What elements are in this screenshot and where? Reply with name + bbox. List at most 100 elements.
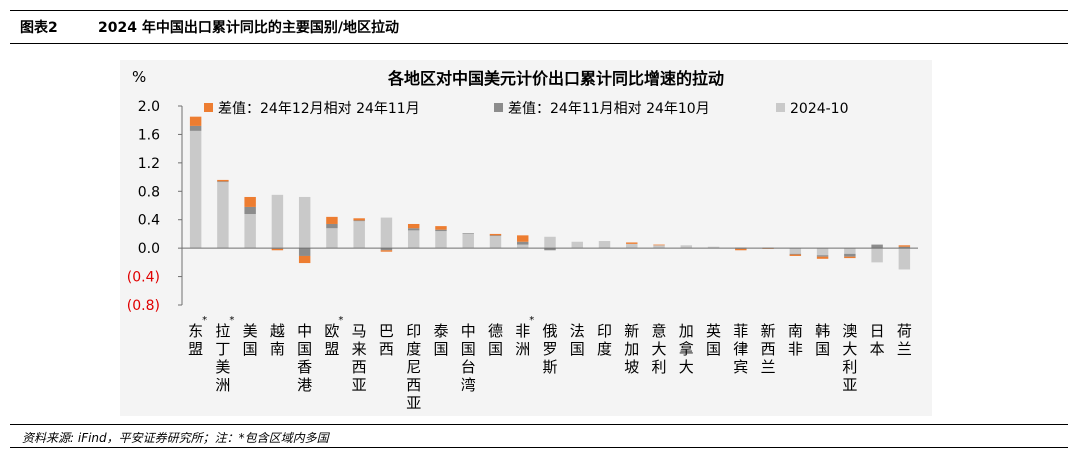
bar-segment-dec_vs_nov [653, 244, 665, 246]
bar-segment-nov_vs_oct [244, 206, 256, 215]
x-tick-label: 拉丁美洲* [215, 315, 234, 394]
bar-segment-oct_2024 [244, 214, 256, 249]
bar-segment-oct_2024 [271, 194, 284, 249]
bar-segment-dec_vs_nov [380, 250, 393, 252]
x-tick-label: 英国 [706, 322, 721, 358]
bar-segment-nov_vs_oct [298, 248, 311, 256]
x-tick-label: 南非 [788, 322, 803, 358]
figure-title: 2024 年中国出口累计同比的主要国别/地区拉动 [98, 20, 399, 36]
source-note: 资料来源: iFind，平安证券研究所；注：*包含区域内多国 [22, 431, 329, 445]
x-tick-label: 欧盟* [324, 315, 343, 358]
bar-segment-nov_vs_oct [816, 255, 829, 257]
bar-segment-oct_2024 [571, 241, 583, 249]
y-tick-label: 0.0 [138, 241, 160, 257]
x-tick-label: 菲律宾 [733, 322, 748, 376]
bar-segment-nov_vs_oct [380, 248, 393, 251]
bar-segment-nov_vs_oct [844, 253, 856, 257]
bar-segment-dec_vs_nov [189, 116, 202, 126]
legend-label-dec_vs_nov: 差值：24年12月相对 24年11月 [218, 101, 420, 117]
bar-segment-nov_vs_oct [462, 233, 474, 234]
axes: 2.0 1.6 1.2 0.8 0.4 0.0 (0.4) (0.8) [127, 99, 918, 314]
bar-segment-oct_2024 [326, 228, 338, 249]
bar-segment-oct_2024 [298, 196, 311, 249]
bar-segment-dec_vs_nov [626, 242, 638, 244]
x-tick-label: 非洲* [515, 315, 534, 358]
bar-segment-oct_2024 [462, 233, 474, 249]
bar-segment-dec_vs_nov [326, 216, 338, 224]
bar-segment-dec_vs_nov [217, 179, 229, 182]
legend-swatch-nov_vs_oct [494, 103, 503, 112]
x-tick-label: 东盟* [188, 315, 207, 358]
bar-segment-nov_vs_oct [407, 228, 420, 231]
bar-segment-dec_vs_nov [898, 245, 911, 247]
bar-segment-nov_vs_oct [871, 244, 883, 249]
x-tick-label: 中国台湾 [461, 322, 476, 394]
x-tick-label: 德国 [488, 322, 503, 358]
bar-segment-dec_vs_nov [789, 254, 802, 256]
legend-label-nov_vs_oct: 差值：24年11月相对 24年10月 [508, 101, 710, 117]
bar-segment-nov_vs_oct [353, 220, 365, 222]
bar-segment-dec_vs_nov [517, 235, 529, 242]
legend-label-oct_2024: 2024-10 [790, 101, 849, 117]
bar-segment-nov_vs_oct [326, 223, 338, 229]
bar-segment-nov_vs_oct [489, 235, 502, 237]
bar-segment-oct_2024 [544, 236, 556, 249]
y-tick-label: 0.8 [138, 184, 160, 200]
y-tick-label: 0.4 [138, 213, 160, 229]
bar-segment-dec_vs_nov [244, 196, 256, 207]
bar-segment-oct_2024 [489, 236, 502, 249]
bar-segment-dec_vs_nov [735, 248, 747, 251]
bar-segment-nov_vs_oct [217, 181, 229, 183]
chart-panel: 各地区对中国美元计价出口累计同比增速的拉动 % 差值：24年12月相对 24年1… [120, 60, 932, 416]
x-tick-label: 马来西亚 [352, 322, 367, 394]
y-tick-label: 1.6 [138, 127, 160, 143]
x-tick-label: 日本 [870, 322, 885, 358]
x-tick-label: 荷兰 [897, 322, 912, 358]
stacked-bar-chart: 各地区对中国美元计价出口累计同比增速的拉动 % 差值：24年12月相对 24年1… [127, 68, 918, 412]
x-tick-label: 中国香港 [297, 322, 312, 394]
bar-segment-oct_2024 [517, 244, 529, 249]
bar-segment-nov_vs_oct [789, 253, 802, 255]
x-tick-label: 美国 [243, 322, 258, 358]
x-tick-label: 泰国 [433, 322, 448, 358]
bar-segment-oct_2024 [626, 243, 638, 249]
legend-swatch-oct_2024 [776, 103, 785, 112]
bar-segment-oct_2024 [380, 217, 393, 249]
chart-legend: 差值：24年12月相对 24年11月 差值：24年11月相对 24年10月 2024… [204, 101, 849, 117]
bar-segment-dec_vs_nov [816, 256, 829, 259]
chart-title: 各地区对中国美元计价出口累计同比增速的拉动 [387, 69, 724, 88]
figure-header: 图表2 2024 年中国出口累计同比的主要国别/地区拉动 [10, 10, 1068, 44]
bar-segment-dec_vs_nov [271, 248, 284, 251]
bar-segment-oct_2024 [898, 248, 911, 270]
bar-segment-oct_2024 [844, 248, 856, 254]
x-tick-label: 新西兰 [761, 322, 776, 376]
x-tick-label: 新加坡 [624, 322, 639, 376]
bar-segment-dec_vs_nov [435, 226, 447, 230]
bar-segment-oct_2024 [653, 245, 665, 249]
bar-segment-oct_2024 [789, 248, 802, 254]
bar-segment-dec_vs_nov [407, 223, 420, 229]
bar-segment-oct_2024 [353, 221, 365, 249]
x-tick-label: 巴西 [379, 322, 394, 358]
x-tick-label: 加拿大 [679, 322, 694, 376]
bar-segment-dec_vs_nov [298, 255, 311, 264]
x-tick-label: 澳大利亚 [842, 322, 857, 394]
figure-footer: 资料来源: iFind，平安证券研究所；注：*包含区域内多国 [10, 424, 1068, 448]
y-axis-unit-label: % [132, 68, 146, 86]
bar-segment-nov_vs_oct [189, 125, 202, 131]
bar-segment-oct_2024 [189, 130, 202, 249]
bar-segment-oct_2024 [680, 245, 693, 249]
bar-segment-oct_2024 [598, 241, 611, 249]
y-tick-label: 1.2 [138, 156, 160, 172]
bar-segment-dec_vs_nov [353, 218, 365, 221]
bar-segment-oct_2024 [871, 248, 883, 263]
y-tick-label: (0.4) [127, 270, 160, 286]
x-tick-label: 越南 [270, 322, 285, 358]
bar-segment-oct_2024 [407, 230, 420, 249]
bar-segment-nov_vs_oct [517, 241, 529, 245]
bars [189, 116, 911, 270]
x-tick-label: 韩国 [815, 322, 830, 358]
x-tick-label: 法国 [570, 322, 585, 358]
x-tick-label: 印度 [597, 322, 612, 358]
